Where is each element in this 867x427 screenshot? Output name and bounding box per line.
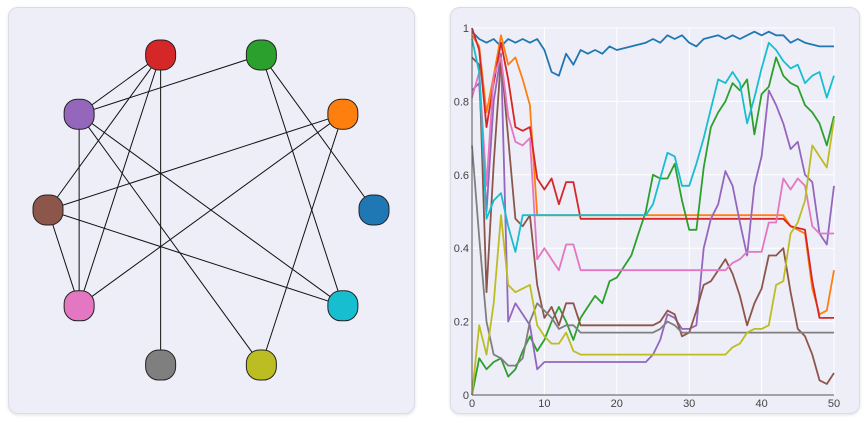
series-line-6 <box>471 56 834 272</box>
y-tick-label: 0.6 <box>454 170 469 182</box>
x-tick-label: 40 <box>755 398 767 410</box>
graph-node-orange[interactable] <box>327 98 359 130</box>
x-tick-label: 10 <box>538 398 550 410</box>
graph-edge-brown-red <box>47 54 162 211</box>
graph-node-blue[interactable] <box>358 194 390 226</box>
graph-node-pink[interactable] <box>63 290 95 322</box>
graph-edge-cyan-brown <box>47 209 344 307</box>
graph-edge-pink-red <box>78 54 162 306</box>
chart-series <box>471 27 835 396</box>
x-tick-label: 0 <box>469 398 475 410</box>
graph-node-red[interactable] <box>145 39 177 71</box>
graph-edges <box>47 54 375 366</box>
series-line-9 <box>471 38 835 253</box>
y-tick-label: 1 <box>463 23 469 35</box>
graph-edge-pink-orange <box>78 113 344 307</box>
graph-edge-cyan-green <box>260 54 344 306</box>
series-line-3 <box>471 27 834 319</box>
graph-nodes <box>32 39 390 381</box>
network-graph <box>32 39 390 381</box>
graph-node-purple[interactable] <box>63 98 95 130</box>
y-tick-label: 0.8 <box>454 96 469 108</box>
graph-edge-olive-orange <box>260 114 344 366</box>
graph-node-gray[interactable] <box>145 349 177 381</box>
x-tick-label: 50 <box>828 398 840 410</box>
series-line-5 <box>471 56 835 385</box>
graph-edge-brown-orange <box>47 113 344 211</box>
graph-node-cyan[interactable] <box>327 290 359 322</box>
graph-edge-purple-green <box>78 54 262 115</box>
network-graph-panel <box>8 7 415 414</box>
y-tick-label: 0 <box>463 390 469 402</box>
x-tick-label: 30 <box>683 398 695 410</box>
series-line-8 <box>471 119 835 396</box>
x-tick-label: 20 <box>611 398 623 410</box>
y-tick-label: 0.4 <box>454 243 469 255</box>
graph-node-green[interactable] <box>245 39 277 71</box>
series-line-7 <box>471 145 834 367</box>
graph-node-olive[interactable] <box>245 349 277 381</box>
chart-axes: 0 10 20 30 40 50 0 0.2 0.4 0.6 0.8 1 <box>454 23 840 410</box>
series-line-0 <box>471 30 834 77</box>
series-line-4 <box>471 52 835 371</box>
line-chart: 0 10 20 30 40 50 0 0.2 0.4 0.6 0.8 1 <box>454 23 840 410</box>
graph-edge-purple-red <box>78 54 161 115</box>
y-tick-label: 0.2 <box>454 317 469 329</box>
line-chart-panel: 0 10 20 30 40 50 0 0.2 0.4 0.6 0.8 1 <box>450 7 860 414</box>
graph-edge-pink-brown <box>47 209 80 306</box>
graph-node-brown[interactable] <box>32 194 64 226</box>
